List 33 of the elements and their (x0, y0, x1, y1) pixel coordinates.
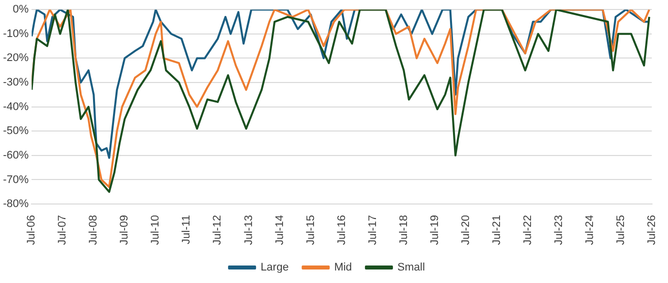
x-tick-label: Jul-18 (398, 215, 410, 246)
x-tick-label: Jul-21 (490, 215, 503, 246)
x-tick-label: Jul-17 (366, 215, 379, 246)
x-tick-label: Jul-13 (242, 215, 255, 246)
x-tick-label: Jul-20 (460, 215, 472, 246)
x-tick-label: Jul-09 (118, 215, 131, 246)
y-tick-label: -30% (2, 76, 29, 89)
legend-label: Mid (334, 262, 352, 274)
x-tick-label: Jul-16 (336, 215, 348, 246)
x-tick-label: Jul-22 (522, 215, 534, 246)
x-tick-label: Jul-06 (26, 215, 38, 246)
x-tick-label: Jul-08 (88, 215, 100, 246)
x-tick-label: Jul-26 (646, 215, 658, 246)
y-tick-label: 0% (12, 4, 29, 16)
y-tick-label: -40% (2, 100, 29, 113)
y-tick-label: -60% (2, 149, 29, 162)
y-tick-label: -10% (2, 28, 29, 40)
y-tick-label: -80% (2, 198, 29, 210)
x-tick-label: Jul-07 (56, 215, 69, 246)
legend-label: Small (397, 262, 425, 274)
x-tick-label: Jul-11 (180, 215, 193, 244)
legend-label: Large (260, 262, 289, 274)
x-tick-label: Jul-12 (212, 215, 224, 246)
x-tick-label: Jul-24 (584, 215, 596, 246)
y-tick-label: -20% (2, 52, 29, 64)
x-tick-label: Jul-10 (150, 215, 162, 246)
y-tick-label: -70% (2, 174, 29, 186)
x-tick-label: Jul-14 (274, 215, 286, 246)
x-tick-label: Jul-23 (552, 215, 565, 246)
x-tick-label: Jul-15 (304, 215, 317, 246)
x-tick-label: Jul-19 (428, 215, 441, 246)
y-tick-label: -50% (2, 125, 29, 138)
x-tick-label: Jul-25 (614, 215, 627, 246)
